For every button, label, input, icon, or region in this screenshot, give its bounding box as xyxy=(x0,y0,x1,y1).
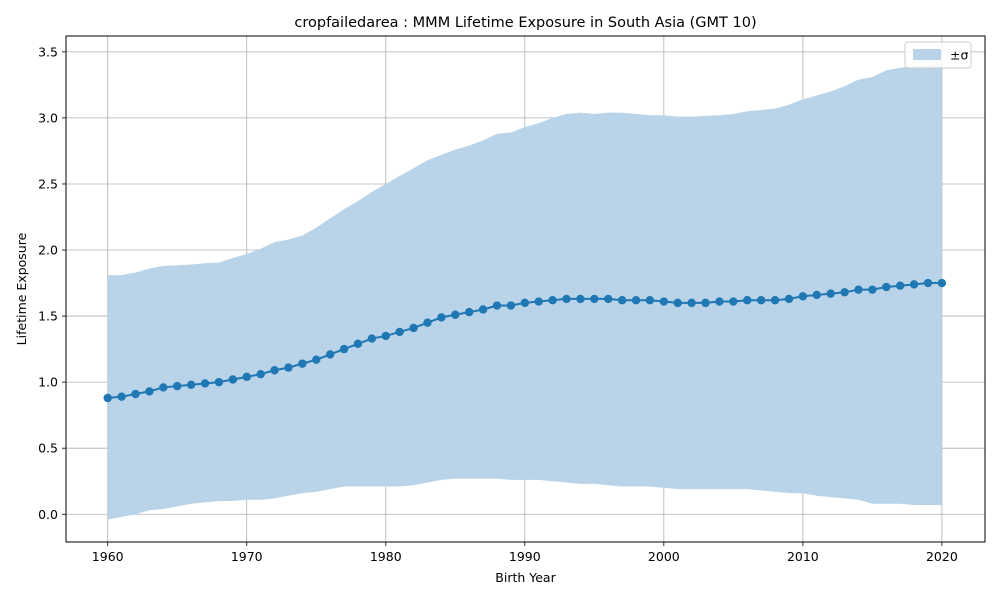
data-point xyxy=(353,339,363,349)
data-point xyxy=(868,285,877,294)
data-point xyxy=(131,389,140,399)
y-tick-label: 3.5 xyxy=(38,44,58,59)
data-point xyxy=(117,392,126,401)
data-point xyxy=(270,366,279,375)
data-point xyxy=(729,297,738,306)
axes xyxy=(62,35,986,546)
data-point xyxy=(520,298,530,308)
data-point xyxy=(576,294,585,304)
x-tick-label: 1980 xyxy=(370,549,402,564)
data-point xyxy=(687,298,696,308)
data-point xyxy=(145,387,154,396)
data-point xyxy=(840,288,849,297)
data-point xyxy=(367,334,377,343)
y-tick-label: 3.0 xyxy=(38,110,58,125)
data-point xyxy=(826,289,835,298)
data-point xyxy=(256,370,265,379)
plot-frame xyxy=(65,35,986,543)
legend-swatch xyxy=(913,49,941,60)
data-point xyxy=(186,380,196,389)
data-point xyxy=(381,331,390,341)
x-tick-label: 1990 xyxy=(509,549,541,564)
x-tick-label: 1970 xyxy=(231,549,263,564)
data-point xyxy=(701,298,710,308)
data-point xyxy=(214,377,224,387)
x-tick-label: 1960 xyxy=(92,549,124,564)
legend: ±σ xyxy=(904,41,972,69)
data-point xyxy=(784,294,794,304)
data-point xyxy=(312,355,321,364)
y-tick-label: 0.5 xyxy=(38,441,58,456)
data-point xyxy=(798,292,808,301)
data-point xyxy=(770,296,780,305)
x-tick-label: 2020 xyxy=(926,549,958,564)
data-point xyxy=(743,296,752,305)
data-point xyxy=(715,297,724,306)
data-point xyxy=(562,294,571,304)
data-point xyxy=(451,310,460,319)
data-point xyxy=(437,313,446,322)
data-point xyxy=(604,294,613,304)
x-tick-label: 2000 xyxy=(648,549,680,564)
x-axis-label: Birth Year xyxy=(495,570,556,585)
data-point xyxy=(228,375,238,384)
data-point xyxy=(173,381,182,391)
data-point xyxy=(423,318,432,327)
data-point xyxy=(590,294,599,304)
data-point xyxy=(395,327,404,337)
data-point xyxy=(506,301,516,310)
y-tick-label: 0.0 xyxy=(38,507,58,522)
data-point xyxy=(617,296,627,305)
data-point xyxy=(659,297,669,306)
y-tick-label: 2.0 xyxy=(38,243,58,258)
data-point xyxy=(478,305,488,314)
y-tick-label: 1.0 xyxy=(38,375,58,390)
sigma-band-layer xyxy=(107,63,942,520)
x-tick-label: 2010 xyxy=(787,549,819,564)
data-point xyxy=(645,296,655,305)
data-point xyxy=(103,393,112,403)
data-point xyxy=(492,301,502,310)
data-point xyxy=(159,383,168,392)
sigma-band xyxy=(107,63,942,520)
data-point xyxy=(923,278,933,288)
data-point xyxy=(895,281,905,290)
data-point xyxy=(534,297,543,306)
data-point xyxy=(325,350,335,359)
data-point xyxy=(284,363,293,372)
data-point xyxy=(631,296,641,305)
chart-title: cropfailedarea : MMM Lifetime Exposure i… xyxy=(294,15,756,31)
data-point xyxy=(339,344,349,354)
data-point xyxy=(298,359,307,368)
legend-label: ±σ xyxy=(950,48,968,63)
data-point xyxy=(200,379,210,388)
data-point xyxy=(882,282,891,292)
data-point xyxy=(409,323,418,333)
data-point xyxy=(909,280,919,289)
data-point xyxy=(464,307,474,317)
y-tick-label: 2.5 xyxy=(38,176,58,191)
data-point xyxy=(673,298,682,308)
data-point xyxy=(242,372,251,382)
data-point xyxy=(548,296,557,305)
series-layer xyxy=(103,278,947,403)
tick-labels: 1960 1970 1980 1990 2000 2010 2020 0.0 0.5 1.0 1.5… xyxy=(38,44,958,564)
data-point xyxy=(854,285,863,294)
data-point xyxy=(812,290,821,300)
y-tick-label: 1.5 xyxy=(38,309,58,324)
data-point xyxy=(756,296,766,305)
y-axis-label: Lifetime Exposure xyxy=(14,232,29,345)
data-point xyxy=(937,278,947,288)
